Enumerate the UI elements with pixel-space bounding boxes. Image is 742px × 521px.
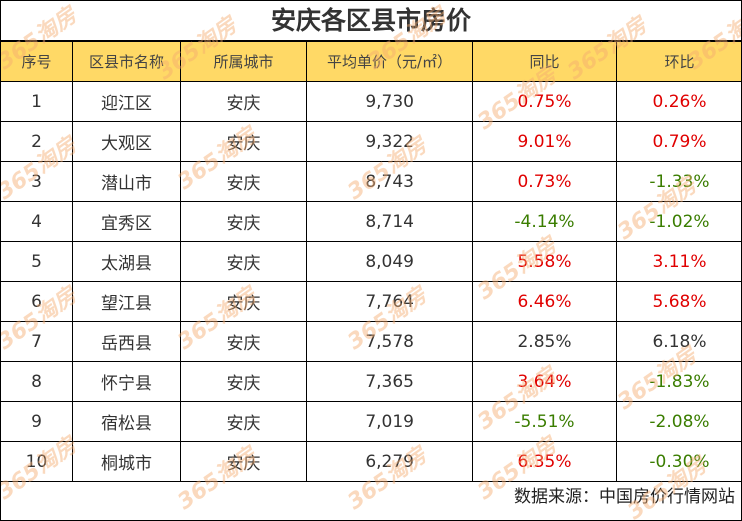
yoy-change: 5.58% [472,241,617,282]
yoy-change: 0.75% [472,81,617,122]
district-name: 望江县 [72,281,181,322]
mom-change: 5.68% [616,281,741,322]
table-row: 1 迎江区 安庆 9,730 0.75% 0.26% [1,81,741,122]
avg-price: 7,578 [306,321,473,362]
district-name: 怀宁县 [72,361,181,402]
row-no: 9 [1,401,73,442]
city-name: 安庆 [180,241,307,282]
row-no: 4 [1,201,73,242]
yoy-change: 2.85% [472,321,617,362]
mom-change: 6.18% [616,321,741,362]
mom-change: -0.30% [616,441,741,482]
district-name: 桐城市 [72,441,181,482]
district-name: 迎江区 [72,81,181,122]
yoy-change: 9.01% [472,121,617,162]
district-name: 宿松县 [72,401,181,442]
avg-price: 8,743 [306,161,473,202]
avg-price: 8,714 [306,201,473,242]
table-row: 9 宿松县 安庆 7,019 -5.51% -2.08% [1,401,741,442]
city-name: 安庆 [180,121,307,162]
row-no: 8 [1,361,73,402]
table-row: 8 怀宁县 安庆 7,365 3.64% -1.83% [1,361,741,402]
avg-price: 8,049 [306,241,473,282]
mom-change: -2.08% [616,401,741,442]
header-yoy: 同比 [472,41,617,82]
avg-price: 6,279 [306,441,473,482]
mom-change: -1.02% [616,201,741,242]
yoy-change: 3.64% [472,361,617,402]
district-name: 太湖县 [72,241,181,282]
header-price: 平均单价（元/㎡） [306,41,473,82]
header-row: 序号 区县市名称 所属城市 平均单价（元/㎡） 同比 环比 [1,41,741,82]
mom-change: 0.79% [616,121,741,162]
avg-price: 7,764 [306,281,473,322]
city-name: 安庆 [180,401,307,442]
mom-change: 0.26% [616,81,741,122]
mom-change: 3.11% [616,241,741,282]
city-name: 安庆 [180,201,307,242]
table-row: 3 潜山市 安庆 8,743 0.73% -1.33% [1,161,741,202]
district-name: 潜山市 [72,161,181,202]
yoy-change: -4.14% [472,201,617,242]
row-no: 3 [1,161,73,202]
table-row: 2 大观区 安庆 9,322 9.01% 0.79% [1,121,741,162]
mom-change: -1.83% [616,361,741,402]
table-row: 7 岳西县 安庆 7,578 2.85% 6.18% [1,321,741,362]
table-row: 4 宜秀区 安庆 8,714 -4.14% -1.02% [1,201,741,242]
header-no: 序号 [1,41,73,82]
city-name: 安庆 [180,361,307,402]
table-row: 10 桐城市 安庆 6,279 6.35% -0.30% [1,441,741,482]
row-no: 10 [1,441,73,482]
row-no: 5 [1,241,73,282]
row-no: 2 [1,121,73,162]
city-name: 安庆 [180,281,307,322]
district-name: 岳西县 [72,321,181,362]
header-mom: 环比 [616,41,741,82]
city-name: 安庆 [180,81,307,122]
row-no: 7 [1,321,73,362]
price-table: 序号 区县市名称 所属城市 平均单价（元/㎡） 同比 环比 1 迎江区 安庆 9,73… [1,41,741,482]
city-name: 安庆 [180,321,307,362]
district-name: 大观区 [72,121,181,162]
table-row: 6 望江县 安庆 7,764 6.46% 5.68% [1,281,741,322]
avg-price: 7,019 [306,401,473,442]
yoy-change: -5.51% [472,401,617,442]
avg-price: 9,730 [306,81,473,122]
header-city: 所属城市 [180,41,307,82]
row-no: 1 [1,81,73,122]
row-no: 6 [1,281,73,322]
header-district: 区县市名称 [72,41,181,82]
page-title: 安庆各区县市房价 [1,1,741,41]
avg-price: 7,365 [306,361,473,402]
yoy-change: 6.46% [472,281,617,322]
table-row: 5 太湖县 安庆 8,049 5.58% 3.11% [1,241,741,282]
city-name: 安庆 [180,441,307,482]
avg-price: 9,322 [306,121,473,162]
district-name: 宜秀区 [72,201,181,242]
yoy-change: 6.35% [472,441,617,482]
yoy-change: 0.73% [472,161,617,202]
city-name: 安庆 [180,161,307,202]
mom-change: -1.33% [616,161,741,202]
data-source: 数据来源：中国房价行情网站 [514,487,735,507]
